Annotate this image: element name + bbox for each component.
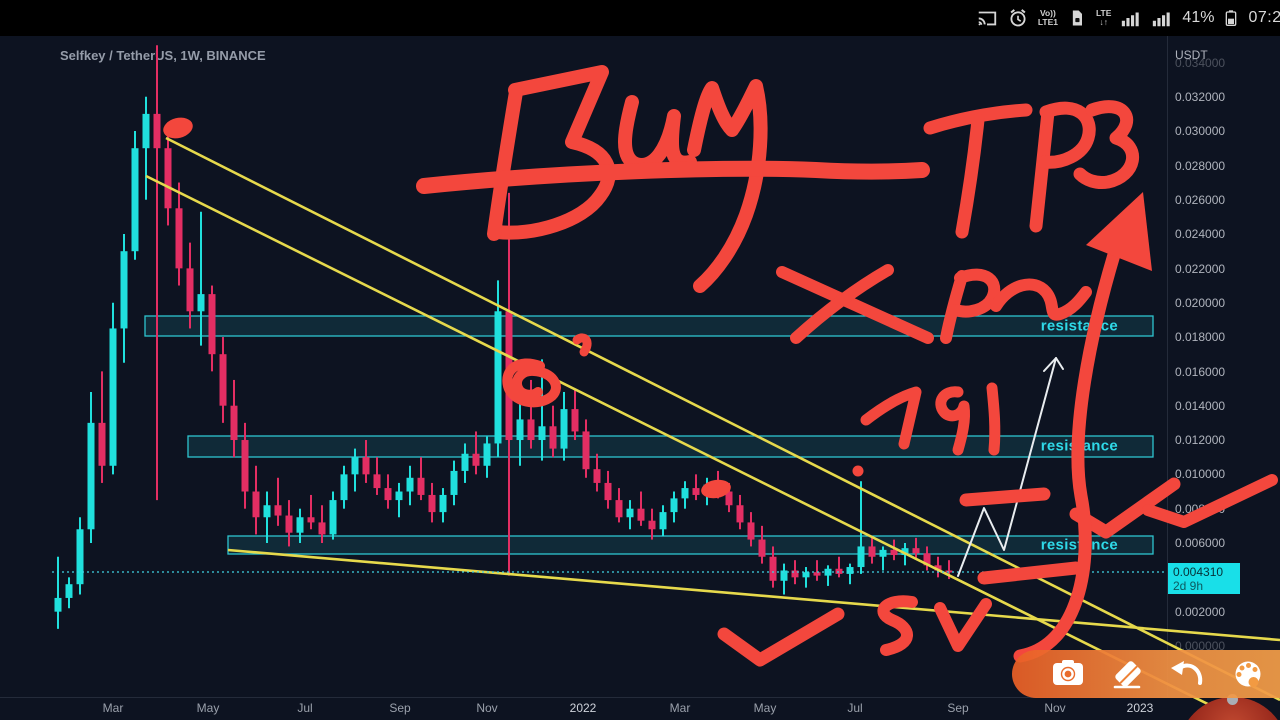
tp3-handwriting	[923, 100, 1139, 239]
battery-percent-label: 41%	[1182, 9, 1215, 26]
bar-countdown: 2d 9h	[1173, 579, 1204, 593]
undo-button[interactable]	[1168, 654, 1208, 694]
red-oval-peak	[163, 117, 193, 139]
resistance-zone	[227, 535, 1154, 555]
quote-currency-label: USDT	[1175, 48, 1208, 62]
time-tick-label: May	[753, 701, 777, 715]
price-tick-label: 0.020000	[1175, 296, 1226, 310]
eraser-button[interactable]	[1108, 654, 1148, 694]
red-checkmark-edge	[1142, 474, 1278, 528]
android-status-bar: Vo))LTE1 LTE↓↑ 41% 07:22	[0, 0, 1280, 36]
trendline[interactable]	[165, 136, 1280, 702]
price-tick-label: 0.032000	[1175, 90, 1226, 104]
cast-icon	[978, 11, 996, 26]
price-tick-label: 0.024000	[1175, 227, 1226, 241]
time-tick-label: Mar	[669, 701, 691, 715]
clock-time: 07:22	[1248, 9, 1280, 26]
signal-bars-icon-sim1	[1122, 12, 1140, 27]
big-red-arrow-shaft	[1013, 241, 1123, 663]
red-dash-lower	[977, 561, 1083, 585]
price-tick-label: 0.034000	[1175, 56, 1226, 70]
last-price-value: 0.004310	[1173, 565, 1224, 579]
price-tick-label: 0.028000	[1175, 159, 1226, 173]
palette-icon	[1235, 661, 1261, 687]
sl-handwriting	[877, 595, 992, 656]
time-tick-label: Sep	[389, 701, 411, 715]
trendline[interactable]	[227, 548, 1280, 642]
tp1-handwriting	[860, 382, 1001, 456]
price-axis-separator	[1167, 36, 1168, 697]
alarm-clock-icon	[1010, 9, 1026, 27]
price-tick-label: 0.026000	[1175, 193, 1226, 207]
price-tick-label: 0.014000	[1175, 399, 1226, 413]
signal-bars-icon-sim2	[1153, 12, 1171, 27]
red-checkmark-bottom	[717, 607, 845, 667]
undo-icon	[1171, 661, 1203, 685]
price-tick-label: 0.000000	[1175, 639, 1226, 653]
price-tick-label: 0.018000	[1175, 330, 1226, 344]
time-tick-label: 2022	[569, 701, 597, 715]
drawing-toolbar	[1012, 650, 1280, 698]
time-tick-label: Sep	[947, 701, 969, 715]
red-dot-mark	[852, 465, 864, 477]
price-tick-label: 0.030000	[1175, 124, 1226, 138]
time-tick-label: Nov	[476, 701, 498, 715]
big-red-arrow-head	[1086, 192, 1152, 271]
last-price-tag: 0.004310 2d 9h	[1168, 563, 1240, 594]
time-axis-separator	[0, 697, 1280, 698]
tp2-handwriting	[776, 264, 1092, 344]
red-dash-upper	[959, 487, 1051, 507]
palette-button[interactable]	[1228, 654, 1268, 694]
price-tick-label: 0.002000	[1175, 605, 1226, 619]
blob-handle-dot	[1227, 694, 1238, 705]
time-tick-label: Mar	[102, 701, 124, 715]
red-oval-swinghigh	[701, 479, 731, 499]
sim-card-icon	[1072, 10, 1082, 26]
buy-underline	[416, 160, 930, 194]
eraser-icon	[1113, 661, 1141, 689]
volte-indicator: Vo)) LTE1	[1037, 8, 1058, 27]
lte-indicator: LTE ↓↑	[1095, 8, 1112, 27]
price-tick-label: 0.016000	[1175, 365, 1226, 379]
time-tick-label: May	[196, 701, 220, 715]
price-tick-label: 0.022000	[1175, 262, 1226, 276]
buy-handwriting	[487, 65, 768, 293]
symbol-title: Selfkey / TetherUS, 1W, BINANCE	[60, 48, 266, 63]
time-tick-label: Nov	[1044, 701, 1066, 715]
candles	[54, 45, 953, 629]
time-tick-label: Jul	[847, 701, 863, 715]
red-comma-mark	[572, 333, 592, 357]
price-tick-label: 0.010000	[1175, 467, 1226, 481]
price-tick-label: 0.006000	[1175, 536, 1226, 550]
screenshot-button[interactable]	[1048, 654, 1088, 694]
time-tick-label: 2023	[1126, 701, 1154, 715]
time-tick-label: Jul	[297, 701, 313, 715]
battery-icon	[1226, 10, 1237, 26]
white-projection-arrow	[957, 357, 1064, 577]
camera-icon	[1053, 660, 1083, 685]
price-tick-label: 0.012000	[1175, 433, 1226, 447]
red-spiral-scribble	[502, 358, 561, 408]
